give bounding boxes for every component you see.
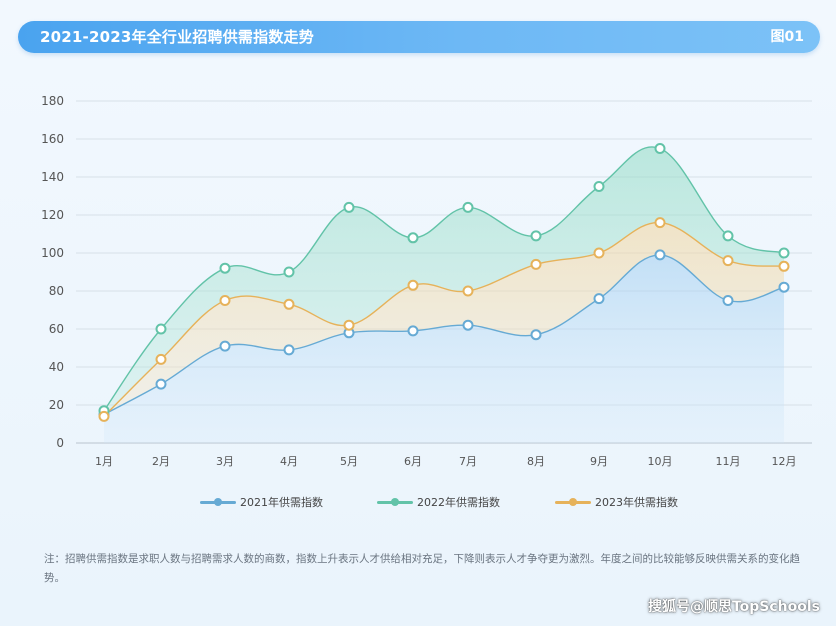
chart-legend: 2021年供需指数 2022年供需指数 2023年供需指数 (0, 492, 836, 512)
data-point-2022 (530, 230, 542, 242)
area-2021 (104, 254, 784, 443)
legend-item: 2022年供需指数 (377, 492, 500, 512)
legend-dot (214, 498, 222, 506)
legend-swatch (377, 497, 413, 507)
data-point-2022 (593, 181, 605, 192)
x-tick-label: 3月 (216, 455, 234, 468)
data-point-2023 (219, 295, 231, 306)
data-point-2021 (462, 319, 474, 331)
area-2023-band (104, 222, 784, 417)
data-point-2021 (407, 325, 419, 337)
chart-footnote: 注：招聘供需指数是求职人数与招聘需求人数的商数，指数上升表示人才供给相对充足，下… (44, 553, 800, 584)
data-point-2022 (343, 201, 355, 213)
y-tick-label: 120 (41, 208, 64, 222)
x-tick-label: 6月 (404, 455, 422, 468)
figure-number: 图01 (770, 29, 804, 45)
x-tick-label: 5月 (340, 455, 358, 468)
data-point-2021 (219, 340, 231, 352)
x-tick-label: 10月 (648, 455, 673, 468)
data-point-2022 (219, 262, 231, 274)
area-2022-band (104, 146, 784, 417)
data-point-2023 (343, 319, 355, 331)
x-tick-label: 12月 (772, 455, 797, 468)
data-point-2022 (722, 230, 734, 242)
line-chart: 0 20 40 60 80 100 120 140 160 180 1月 2月 3月 4月 5月 6月 7月 8月… (41, 94, 812, 468)
data-point-2023 (593, 247, 605, 259)
data-point-2021 (722, 295, 734, 306)
data-point-2022 (407, 232, 419, 244)
legend-label: 2023年供需指数 (595, 496, 678, 509)
y-tick-label: 0 (56, 436, 64, 450)
watermark-text: 搜狐号@顺思TopSchools (647, 599, 820, 615)
legend-label: 2022年供需指数 (417, 496, 500, 509)
data-point-2023 (283, 298, 295, 310)
y-tick-label: 100 (41, 246, 64, 260)
legend-swatch (200, 497, 236, 507)
x-tick-label: 2月 (152, 455, 170, 468)
y-tick-label: 80 (49, 284, 64, 298)
data-point-2021 (530, 329, 542, 341)
legend-label: 2021年供需指数 (240, 496, 323, 509)
y-tick-label: 160 (41, 132, 64, 146)
data-point-2022 (654, 143, 666, 154)
data-point-2023 (722, 255, 734, 267)
data-point-2022 (462, 201, 474, 213)
x-tick-label: 1月 (95, 455, 113, 468)
y-tick-label: 140 (41, 170, 64, 184)
y-tick-label: 180 (41, 94, 64, 108)
x-tick-label: 7月 (459, 455, 477, 468)
y-tick-label: 60 (49, 322, 64, 336)
y-tick-label: 40 (49, 360, 64, 374)
legend-dot (391, 498, 399, 506)
chart-title: 2021-2023年全行业招聘供需指数走势 (40, 28, 314, 46)
series-line-2021 (103, 254, 785, 416)
data-point-2023 (98, 410, 110, 422)
data-point-2021 (155, 378, 167, 390)
data-point-2021 (778, 281, 790, 293)
legend-swatch (555, 497, 591, 507)
x-tick-label: 8月 (527, 455, 545, 468)
data-point-2023 (530, 258, 542, 270)
data-point-2023 (155, 353, 167, 365)
data-point-2023 (654, 217, 666, 229)
data-point-2022 (155, 323, 167, 335)
legend-item: 2023年供需指数 (555, 492, 678, 512)
legend-item: 2021年供需指数 (200, 492, 323, 512)
data-point-2022 (778, 247, 790, 259)
data-point-2023 (462, 285, 474, 297)
data-point-2023 (778, 260, 790, 272)
legend-dot (569, 498, 577, 506)
data-point-2021 (593, 293, 605, 305)
x-tick-label: 11月 (716, 455, 741, 468)
x-tick-label: 4月 (280, 455, 298, 468)
chart-header-bar: 2021-2023年全行业招聘供需指数走势 图01 (18, 21, 820, 53)
data-point-2023 (407, 279, 419, 291)
y-tick-label: 20 (49, 398, 64, 412)
data-point-2021 (283, 344, 295, 356)
x-tick-label: 9月 (590, 455, 608, 468)
data-point-2021 (654, 249, 666, 261)
data-point-2022 (283, 266, 295, 278)
